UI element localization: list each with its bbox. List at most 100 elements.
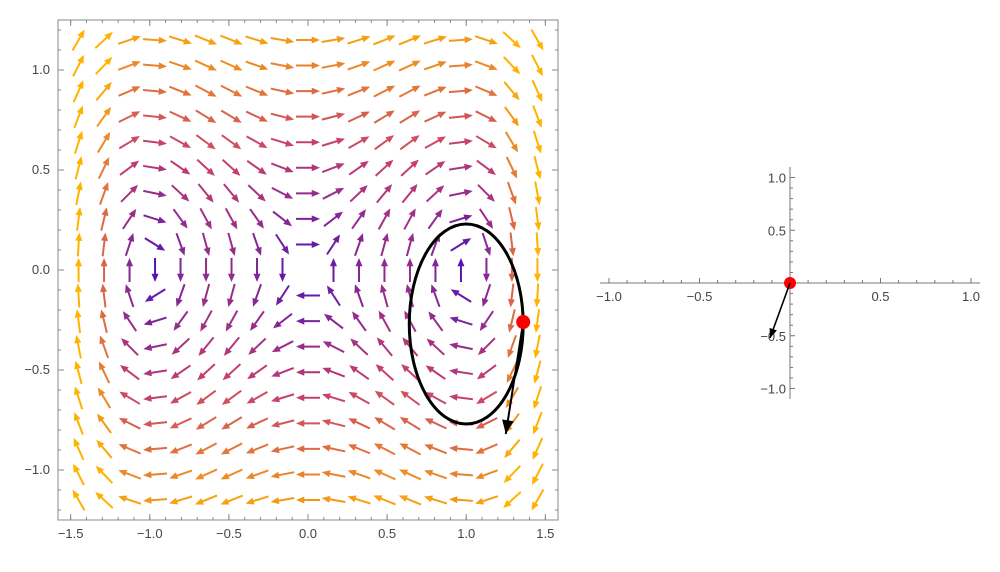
field-arrow-head bbox=[535, 118, 543, 128]
field-arrow-head bbox=[511, 65, 521, 75]
field-arrow-head bbox=[384, 159, 394, 168]
field-arrow-head bbox=[231, 167, 241, 176]
field-arrow-head bbox=[221, 422, 231, 430]
field-arrow-head bbox=[450, 289, 460, 297]
field-arrow-head bbox=[508, 247, 516, 257]
field-arrow-head bbox=[423, 495, 433, 503]
field-arrow-head bbox=[283, 218, 293, 227]
field-arrow-head bbox=[207, 63, 217, 71]
field-arrow-head bbox=[424, 444, 434, 451]
field-arrow-head bbox=[227, 298, 234, 308]
field-arrow-head bbox=[246, 396, 256, 404]
field-arrow-head bbox=[100, 283, 108, 293]
field-arrow-head bbox=[99, 335, 107, 345]
field-arrow-head bbox=[311, 113, 320, 121]
field-arrow-head bbox=[202, 273, 210, 282]
field-arrow-head bbox=[272, 320, 282, 329]
field-arrow-head bbox=[348, 418, 358, 425]
field-arrow-head bbox=[285, 88, 295, 96]
field-arrow-head bbox=[296, 292, 305, 300]
field-arrow-head bbox=[130, 160, 140, 169]
field-arrow-head bbox=[118, 469, 128, 477]
vector-arrow bbox=[769, 282, 791, 339]
field-arrow-head bbox=[296, 419, 305, 427]
field-arrow-head bbox=[503, 499, 512, 509]
field-arrow-head bbox=[464, 163, 473, 171]
field-arrow-head bbox=[509, 195, 517, 205]
field-arrow-head bbox=[399, 417, 409, 425]
field-arrow-head bbox=[359, 185, 368, 194]
vector-plot: −1.0 −0.5 0.5 1.0 −1.0 −0.5 0.5 1.0 bbox=[596, 166, 981, 400]
field-arrow-head bbox=[464, 138, 473, 146]
field-arrow-head bbox=[281, 245, 290, 255]
field-arrow-head bbox=[103, 106, 112, 116]
field-arrow-head bbox=[386, 85, 396, 93]
field-arrow-head bbox=[400, 390, 410, 399]
field-arrow-head bbox=[532, 450, 540, 460]
field-arrow-head bbox=[485, 220, 494, 229]
field-arrow-head bbox=[323, 313, 333, 322]
field-arrow-head bbox=[198, 347, 207, 356]
field-arrow-head bbox=[373, 469, 383, 477]
y-tick-label: −1.0 bbox=[760, 382, 786, 397]
field-arrow-head bbox=[535, 144, 542, 154]
field-arrow-head bbox=[143, 318, 153, 326]
field-arrow-head bbox=[374, 390, 384, 399]
field-arrow-head bbox=[222, 372, 232, 381]
field-arrow-head bbox=[511, 117, 519, 127]
field-arrow-head bbox=[229, 247, 236, 257]
field-arrow-head bbox=[143, 496, 152, 504]
field-arrow-head bbox=[321, 470, 331, 478]
field-arrow-head bbox=[182, 115, 192, 122]
field-arrow-head bbox=[232, 141, 242, 150]
field-arrow-head bbox=[245, 497, 255, 505]
field-arrow-head bbox=[509, 221, 517, 231]
field-arrow-head bbox=[347, 495, 357, 503]
field-arrow-head bbox=[404, 310, 412, 320]
field-arrow-head bbox=[285, 139, 294, 147]
y-tick-label: −0.5 bbox=[24, 362, 50, 377]
field-arrow-head bbox=[122, 311, 131, 320]
field-arrow-head bbox=[488, 89, 498, 96]
field-arrow-head bbox=[335, 163, 345, 170]
field-arrow-head bbox=[181, 167, 191, 175]
field-arrow-head bbox=[77, 54, 85, 64]
field-arrow-head bbox=[285, 37, 295, 45]
field-arrow-head bbox=[121, 338, 130, 347]
field-arrow-head bbox=[375, 364, 385, 373]
field-arrow-head bbox=[311, 138, 320, 146]
field-arrow-head bbox=[128, 208, 137, 218]
field-arrow-head bbox=[151, 273, 159, 282]
field-arrow-head bbox=[348, 391, 358, 400]
field-arrow-head bbox=[296, 496, 305, 504]
field-arrow-head bbox=[230, 220, 238, 230]
field-arrow-head bbox=[475, 447, 485, 454]
field-arrow-head bbox=[311, 240, 320, 248]
field-arrow-head bbox=[487, 167, 497, 175]
field-arrow-head bbox=[407, 232, 415, 242]
x-tick-label: 1.5 bbox=[536, 526, 554, 541]
field-arrow-head bbox=[488, 37, 498, 45]
x-tick-label: 1.0 bbox=[962, 289, 980, 304]
field-arrow-head bbox=[361, 86, 371, 93]
field-arrow-head bbox=[258, 140, 268, 149]
field-arrow-head bbox=[233, 63, 243, 71]
field-arrow-head bbox=[482, 273, 490, 282]
field-arrow-head bbox=[449, 368, 458, 376]
field-arrow-head bbox=[204, 220, 212, 230]
field-arrow-head bbox=[130, 136, 140, 144]
field-arrow-head bbox=[336, 112, 346, 120]
field-arrow-head bbox=[405, 283, 413, 293]
field-arrow-head bbox=[321, 495, 331, 503]
field-arrow-head bbox=[336, 137, 345, 145]
field-arrow-head bbox=[322, 393, 331, 401]
field-arrow-head bbox=[296, 317, 305, 325]
field-arrow-head bbox=[74, 386, 81, 396]
field-arrow-head bbox=[410, 159, 419, 168]
field-arrow-head bbox=[76, 80, 84, 90]
x-tick-label: −1.0 bbox=[596, 289, 622, 304]
field-arrow-head bbox=[74, 283, 82, 293]
field-arrow-head bbox=[248, 346, 257, 355]
field-arrow-head bbox=[506, 374, 514, 384]
field-arrow-head bbox=[311, 36, 320, 44]
